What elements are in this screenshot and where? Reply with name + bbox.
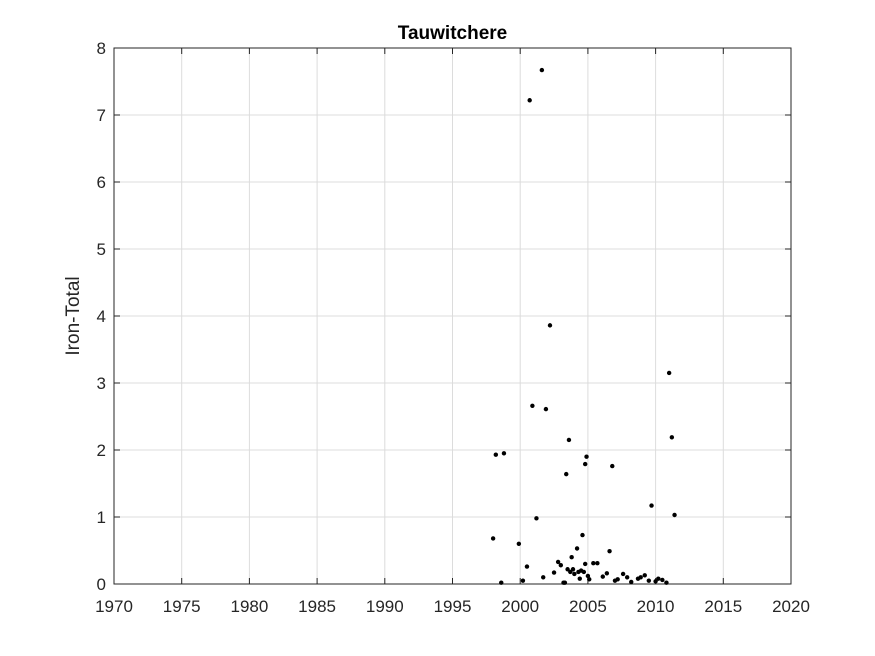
data-point: [524, 564, 530, 569]
data-point: [569, 555, 574, 560]
data-point: [527, 98, 532, 103]
data-point: [543, 406, 549, 412]
y-tick-label: 6: [97, 173, 106, 192]
data-point: [629, 579, 634, 585]
y-tick-label: 2: [97, 441, 106, 460]
data-point: [547, 323, 553, 328]
data-point: [656, 576, 661, 581]
data-point: [516, 541, 522, 546]
chart-title: Tauwitchere: [398, 23, 507, 44]
data-point: [568, 569, 573, 575]
y-tick-label: 1: [97, 508, 106, 527]
data-point: [520, 578, 526, 583]
data-point: [564, 471, 569, 477]
grid: [113, 47, 792, 585]
data-point: [499, 580, 504, 585]
x-tick-label: 1975: [163, 597, 201, 616]
data-point: [591, 561, 596, 566]
data-point: [672, 512, 677, 518]
data-point: [610, 463, 615, 469]
data-point: [566, 437, 572, 443]
data-points: [490, 67, 677, 585]
data-point: [574, 546, 580, 551]
x-tick-label: 2015: [704, 597, 742, 616]
data-point: [558, 563, 564, 568]
data-point: [490, 536, 496, 541]
data-point: [664, 580, 669, 585]
data-point: [562, 580, 568, 585]
data-point: [541, 575, 546, 580]
data-point: [595, 561, 600, 566]
data-point: [551, 570, 557, 575]
data-point: [604, 571, 610, 576]
data-point: [493, 452, 499, 457]
data-point: [585, 573, 591, 579]
x-tick-label: 2010: [637, 597, 675, 616]
data-point: [582, 461, 588, 467]
data-point: [600, 574, 605, 579]
data-point: [620, 571, 626, 577]
x-tick-label: 1980: [230, 597, 268, 616]
data-point: [624, 575, 630, 580]
x-tick-label: 1970: [95, 597, 133, 616]
x-tick-label: 1985: [298, 597, 336, 616]
y-axis-label: Iron-Total: [63, 276, 84, 355]
data-point: [666, 370, 672, 376]
y-tick-label: 7: [97, 106, 106, 125]
data-point: [580, 532, 585, 538]
data-point: [581, 569, 587, 575]
data-point: [646, 578, 652, 583]
data-point: [607, 548, 612, 554]
axis-ticks: 1970 1975 1980 1985 1990 1995 2000 2005 2010 2015…: [95, 39, 810, 616]
y-tick-label: 0: [97, 575, 106, 594]
data-point: [584, 454, 589, 459]
data-point: [660, 577, 665, 583]
data-point: [534, 516, 539, 521]
x-tick-label: 1995: [434, 597, 472, 616]
data-point: [539, 67, 545, 73]
x-tick-label: 2000: [501, 597, 539, 616]
y-tick-label: 8: [97, 39, 106, 58]
data-point: [653, 579, 658, 584]
y-tick-label: 4: [97, 307, 106, 326]
data-point: [638, 575, 643, 580]
data-point: [642, 573, 647, 578]
x-tick-label: 2020: [772, 597, 810, 616]
data-point: [587, 577, 592, 582]
data-point: [530, 403, 535, 408]
data-point: [669, 435, 675, 440]
y-tick-label: 5: [97, 240, 106, 259]
x-tick-label: 2005: [569, 597, 607, 616]
data-point: [570, 567, 576, 572]
y-tick-label: 3: [97, 374, 106, 393]
data-point: [582, 561, 588, 567]
data-point: [501, 451, 507, 456]
data-point: [555, 559, 561, 565]
data-point: [649, 503, 654, 508]
data-point: [615, 577, 620, 582]
data-point: [577, 576, 582, 581]
data-point: [565, 567, 570, 572]
x-tick-label: 1990: [366, 597, 404, 616]
data-point: [572, 571, 577, 577]
